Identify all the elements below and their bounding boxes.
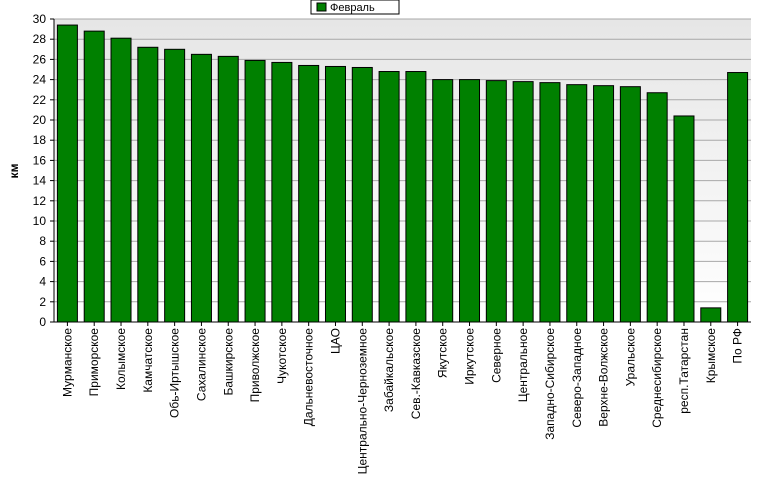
x-tick-label: По РФ <box>731 328 745 364</box>
y-tick-label: 12 <box>33 194 47 208</box>
x-tick-label: Приволжское <box>248 328 262 403</box>
bar <box>351 66 373 323</box>
bar <box>217 55 239 323</box>
bar <box>566 84 588 323</box>
y-tick-label: 30 <box>33 12 47 26</box>
bar <box>646 92 668 323</box>
x-tick-label: ЦАО <box>328 328 342 354</box>
x-tick-label: Якутское <box>436 328 450 378</box>
x-tick-label: респ.Татарстан <box>677 328 691 414</box>
y-tick-label: 6 <box>39 254 46 268</box>
bar <box>673 115 695 323</box>
bar <box>512 81 534 323</box>
x-tick-label: Чукотское <box>275 328 289 384</box>
y-tick-label: 22 <box>33 93 47 107</box>
x-tick-label: Среднесибирское <box>650 328 664 428</box>
bar <box>378 71 400 323</box>
bar <box>432 79 454 323</box>
bar <box>271 61 293 323</box>
y-tick-label: 26 <box>33 52 47 66</box>
x-tick-label: Колымское <box>114 328 128 390</box>
y-tick-label: 10 <box>33 214 47 228</box>
y-tick-label: 2 <box>39 295 46 309</box>
bar <box>190 53 212 323</box>
bar <box>485 80 507 323</box>
y-tick-label: 20 <box>33 113 47 127</box>
bar <box>459 79 481 323</box>
bar <box>619 86 641 323</box>
bar <box>539 82 561 323</box>
x-tick-label: Башкирское <box>221 328 235 396</box>
bar <box>244 59 266 323</box>
y-tick-label: 4 <box>39 275 46 289</box>
x-tick-label: Северное <box>489 328 503 383</box>
x-tick-label: Центральное <box>516 328 530 403</box>
y-tick-label: 28 <box>33 32 47 46</box>
bar <box>56 24 78 323</box>
x-tick-label: Мурманское <box>60 328 74 397</box>
x-tick-label: Крымское <box>704 328 718 384</box>
x-tick-label: Северо-Западное <box>570 328 584 428</box>
x-tick-label: Сахалинское <box>194 328 208 401</box>
bar <box>137 46 159 323</box>
x-tick-label: Забайкальское <box>382 328 396 412</box>
bar <box>164 48 186 323</box>
bar <box>700 307 722 323</box>
x-tick-label: Камчатское <box>141 328 155 393</box>
x-tick-label: Иркутское <box>463 328 477 385</box>
x-tick-label: Верхне-Волжское <box>597 328 611 427</box>
legend: Февраль <box>310 0 400 15</box>
y-axis-label: км <box>7 163 21 178</box>
x-tick-label: Сев.-Кавказское <box>409 328 423 420</box>
bar <box>110 37 132 323</box>
bar <box>593 85 615 323</box>
legend-label: Февраль <box>330 2 375 14</box>
x-tick-label: Уральское <box>623 328 637 387</box>
y-tick-label: 14 <box>33 174 47 188</box>
bar <box>405 71 427 323</box>
x-tick-label: Дальневосточное <box>302 328 316 427</box>
bar <box>298 64 320 323</box>
x-tick-labels: Мурманское Приморское Колымское Камчатское О… <box>60 322 745 475</box>
x-tick-label: Западно-Сибирское <box>543 328 557 440</box>
bar <box>83 30 105 323</box>
y-tick-label: 8 <box>39 234 46 248</box>
y-tick-label: 16 <box>33 153 47 167</box>
x-tick-label: Обь-Иртышское <box>168 328 182 418</box>
plot-area <box>54 19 751 322</box>
bar <box>727 72 749 323</box>
y-tick-label: 24 <box>33 73 47 87</box>
x-tick-label: Приморское <box>87 328 101 397</box>
legend-box <box>310 0 400 15</box>
x-tick-label: Центрально-Черноземное <box>355 328 369 475</box>
y-tick-label: 0 <box>39 315 46 329</box>
bar <box>324 65 346 323</box>
bars <box>56 24 749 323</box>
y-tick-label: 18 <box>33 133 47 147</box>
legend-swatch <box>316 2 327 12</box>
